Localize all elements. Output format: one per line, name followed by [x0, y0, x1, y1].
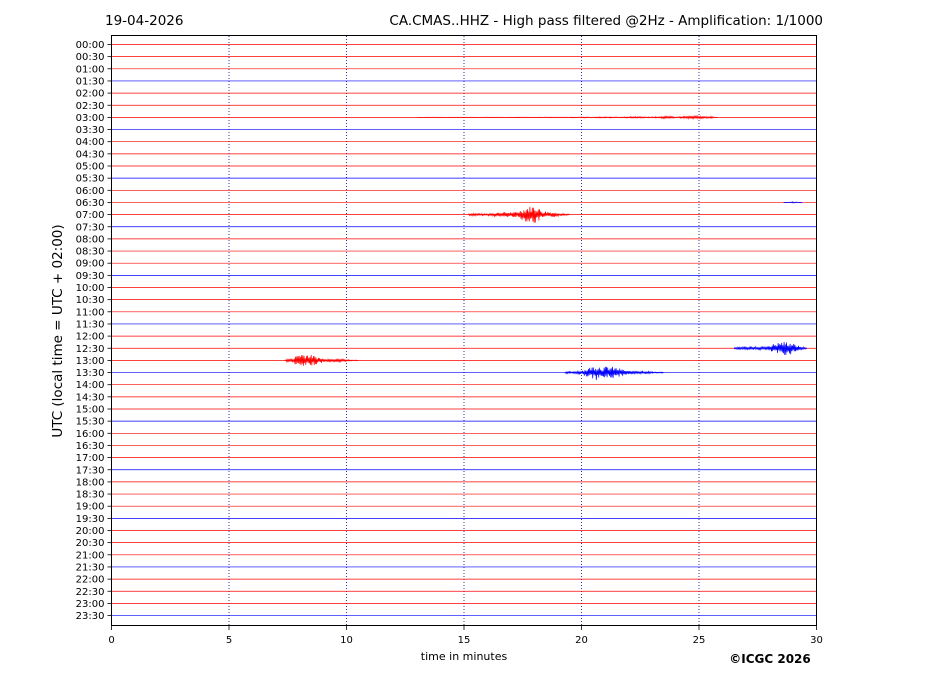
chart-title: CA.CMAS..HHZ - High pass filtered @2Hz -… [389, 13, 823, 29]
y-tick-label-05:30: 05:30 [76, 174, 105, 185]
copyright-label: ©ICGC 2026 [729, 652, 811, 666]
y-tick-label-22:30: 22:30 [76, 587, 105, 598]
event-12:30 [733, 341, 808, 355]
y-tick-label-01:30: 01:30 [76, 76, 105, 87]
x-tick-label-20: 20 [575, 635, 588, 646]
y-tick-label-23:00: 23:00 [76, 599, 105, 610]
y-tick-label-01:00: 01:00 [76, 64, 105, 75]
event-13:00 [285, 354, 359, 366]
x-axis-label: time in minutes [421, 650, 508, 663]
y-axis-label: UTC (local time = UTC + 02:00) [50, 224, 66, 437]
y-tick-label-21:00: 21:00 [76, 550, 105, 561]
y-tick-label-17:00: 17:00 [76, 453, 105, 464]
y-tick-label-14:00: 14:00 [76, 380, 105, 391]
trace-rows [111, 44, 817, 616]
y-tick-label-02:00: 02:00 [76, 89, 105, 100]
y-tick-label-06:30: 06:30 [76, 198, 105, 209]
y-tick-label-16:00: 16:00 [76, 429, 105, 440]
y-tick-label-16:30: 16:30 [76, 441, 105, 452]
y-tick-label-17:30: 17:30 [76, 465, 105, 476]
y-tick-label-08:30: 08:30 [76, 247, 105, 258]
y-tick-label-20:00: 20:00 [76, 526, 105, 537]
y-tick-label-07:30: 07:30 [76, 222, 105, 233]
event-06:30 [783, 201, 803, 204]
y-tick-label-02:30: 02:30 [76, 101, 105, 112]
event-07:00 [468, 206, 570, 223]
y-tick-label-13:30: 13:30 [76, 368, 105, 379]
y-tick-label-10:30: 10:30 [76, 295, 105, 306]
y-tick-label-21:30: 21:30 [76, 562, 105, 573]
y-tick-label-20:30: 20:30 [76, 538, 105, 549]
x-tick-label-25: 25 [693, 635, 706, 646]
y-tick-label-04:30: 04:30 [76, 149, 105, 160]
y-tick-label-14:30: 14:30 [76, 392, 105, 403]
y-tick-label-09:30: 09:30 [76, 271, 105, 282]
x-tick-label-15: 15 [458, 635, 471, 646]
y-tick-label-07:00: 07:00 [76, 210, 105, 221]
x-tick-label-30: 30 [810, 635, 823, 646]
x-ticks: 0 5 10 15 20 25 30 [108, 626, 823, 646]
plot-frame [111, 35, 817, 626]
y-tick-label-00:00: 00:00 [76, 40, 105, 51]
vertical-grid [228, 36, 700, 625]
y-tick-label-22:00: 22:00 [76, 575, 105, 586]
seismic-events [285, 114, 808, 381]
date-label: 19-04-2026 [105, 13, 183, 29]
y-tick-label-11:30: 11:30 [76, 319, 105, 330]
y-tick-label-06:00: 06:00 [76, 186, 105, 197]
x-tick-label-5: 5 [226, 635, 232, 646]
y-tick-label-04:00: 04:00 [76, 137, 105, 148]
y-tick-label-19:30: 19:30 [76, 514, 105, 525]
y-tick-label-03:00: 03:00 [76, 113, 105, 124]
y-tick-label-10:00: 10:00 [76, 283, 105, 294]
y-tick-label-23:30: 23:30 [76, 611, 105, 622]
y-tick-label-03:30: 03:30 [76, 125, 105, 136]
event-13:30 [564, 366, 664, 381]
x-tick-label-0: 0 [108, 635, 114, 646]
y-tick-label-05:00: 05:00 [76, 162, 105, 173]
y-tick-label-12:00: 12:00 [76, 332, 105, 343]
y-tick-label-19:00: 19:00 [76, 502, 105, 513]
y-tick-label-18:00: 18:00 [76, 477, 105, 488]
y-tick-label-15:00: 15:00 [76, 405, 105, 416]
y-tick-label-00:30: 00:30 [76, 52, 105, 63]
event-03:00 [416, 114, 718, 120]
y-tick-label-15:30: 15:30 [76, 417, 105, 428]
y-tick-label-08:00: 08:00 [76, 234, 105, 245]
y-tick-label-09:00: 09:00 [76, 259, 105, 270]
y-tick-label-12:30: 12:30 [76, 344, 105, 355]
y-tick-label-18:30: 18:30 [76, 490, 105, 501]
y-tick-label-13:00: 13:00 [76, 356, 105, 367]
x-tick-label-10: 10 [340, 635, 353, 646]
y-tick-label-11:00: 11:00 [76, 307, 105, 318]
